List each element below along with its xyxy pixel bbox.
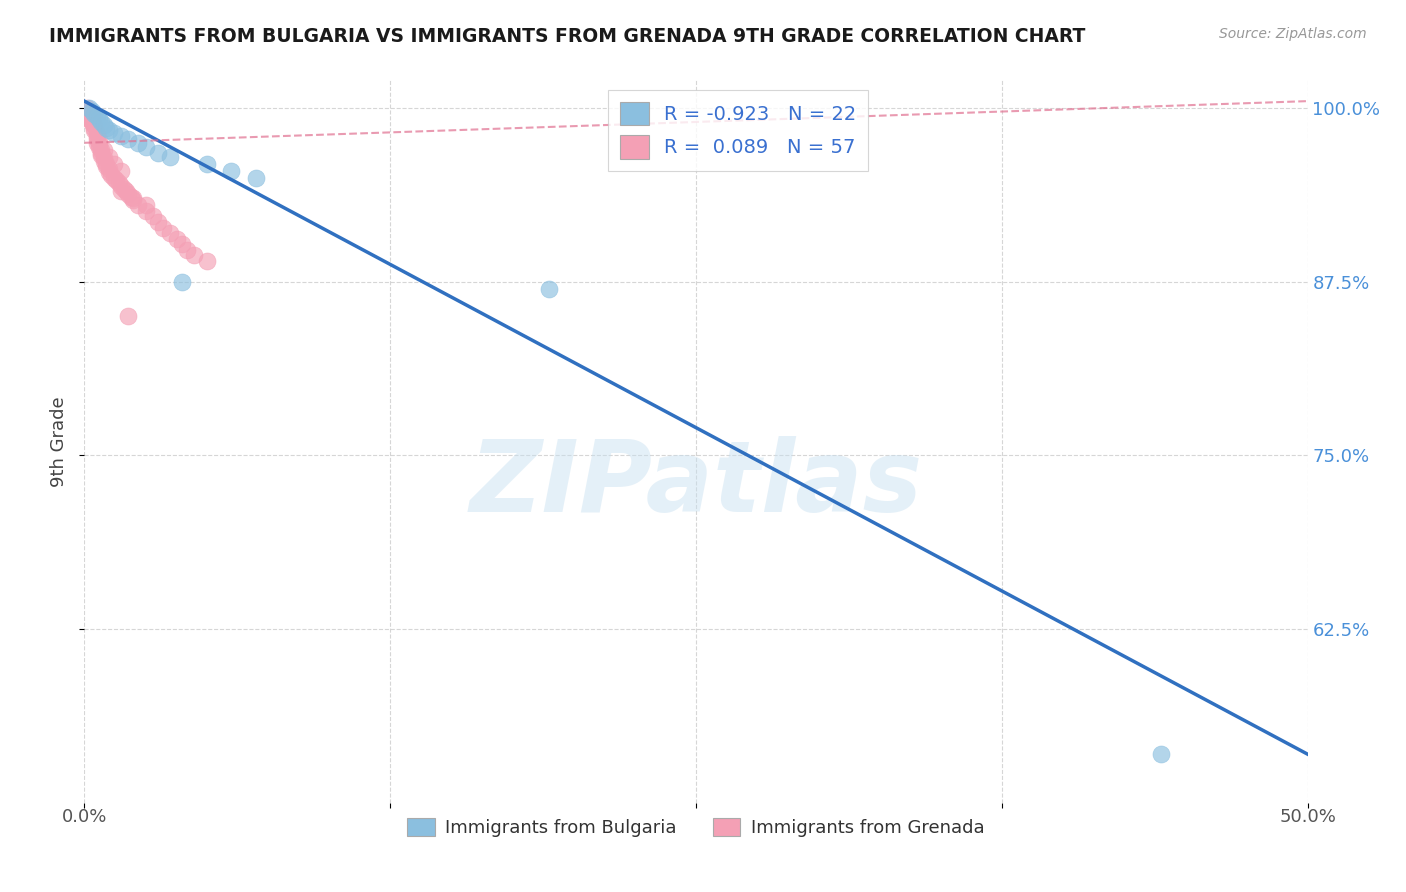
Point: [86, 126, 108, 140]
Point: [86, 131, 108, 145]
Point: [172, 275, 194, 289]
Text: ZIPatlas: ZIPatlas: [470, 436, 922, 533]
Point: [122, 191, 145, 205]
Point: [86, 128, 108, 143]
Point: [97, 162, 120, 177]
Point: [142, 210, 165, 224]
Point: [183, 248, 205, 262]
Point: [127, 198, 149, 212]
Point: [93, 153, 115, 168]
Point: [110, 163, 132, 178]
Point: [93, 118, 115, 132]
Point: [195, 156, 218, 170]
Point: [83, 106, 105, 120]
Point: [122, 193, 145, 207]
Point: [77, 101, 100, 115]
Point: [87, 112, 110, 127]
Point: [96, 160, 118, 174]
Point: [76, 101, 98, 115]
Point: [80, 113, 103, 128]
Point: [76, 103, 98, 118]
Point: [135, 203, 157, 218]
Text: Source: ZipAtlas.com: Source: ZipAtlas.com: [1219, 27, 1367, 41]
Point: [97, 165, 120, 179]
Point: [146, 145, 169, 160]
Point: [107, 176, 129, 190]
Point: [1150, 747, 1173, 761]
Point: [90, 145, 112, 160]
Point: [110, 185, 132, 199]
Point: [195, 253, 218, 268]
Point: [103, 126, 125, 140]
Point: [83, 120, 105, 135]
Point: [117, 187, 139, 202]
Point: [90, 148, 112, 162]
Point: [86, 110, 108, 124]
Point: [90, 143, 112, 157]
Point: [110, 128, 132, 143]
Point: [110, 178, 132, 193]
Point: [93, 143, 115, 157]
Point: [87, 135, 110, 149]
Point: [115, 185, 138, 199]
Text: IMMIGRANTS FROM BULGARIA VS IMMIGRANTS FROM GRENADA 9TH GRADE CORRELATION CHART: IMMIGRANTS FROM BULGARIA VS IMMIGRANTS F…: [49, 27, 1085, 45]
Point: [159, 150, 181, 164]
Point: [219, 163, 242, 178]
Point: [77, 106, 100, 120]
Point: [127, 136, 149, 150]
Point: [146, 215, 169, 229]
Point: [80, 111, 103, 125]
Point: [83, 118, 105, 132]
Point: [135, 198, 157, 212]
Point: [103, 170, 125, 185]
Point: [90, 115, 112, 129]
Point: [152, 220, 174, 235]
Point: [80, 103, 103, 118]
Point: [96, 120, 118, 135]
Point: [166, 232, 188, 246]
Point: [100, 168, 122, 182]
Point: [105, 173, 128, 187]
Point: [245, 170, 267, 185]
Point: [172, 237, 194, 252]
Point: [120, 190, 142, 204]
Point: [176, 243, 198, 257]
Legend: Immigrants from Bulgaria, Immigrants from Grenada: Immigrants from Bulgaria, Immigrants fro…: [401, 811, 991, 845]
Point: [86, 136, 108, 150]
Point: [93, 151, 115, 165]
Point: [112, 182, 135, 196]
Point: [87, 140, 110, 154]
Point: [80, 116, 103, 130]
Point: [96, 156, 118, 170]
Point: [83, 123, 105, 137]
Point: [538, 282, 561, 296]
Point: [135, 140, 157, 154]
Point: [97, 123, 120, 137]
Point: [97, 150, 120, 164]
Y-axis label: 9th Grade: 9th Grade: [51, 396, 69, 487]
Point: [77, 112, 100, 127]
Point: [87, 137, 110, 152]
Point: [159, 226, 181, 240]
Point: [117, 310, 139, 324]
Point: [80, 108, 103, 122]
Point: [103, 156, 125, 170]
Point: [77, 110, 100, 124]
Point: [117, 131, 139, 145]
